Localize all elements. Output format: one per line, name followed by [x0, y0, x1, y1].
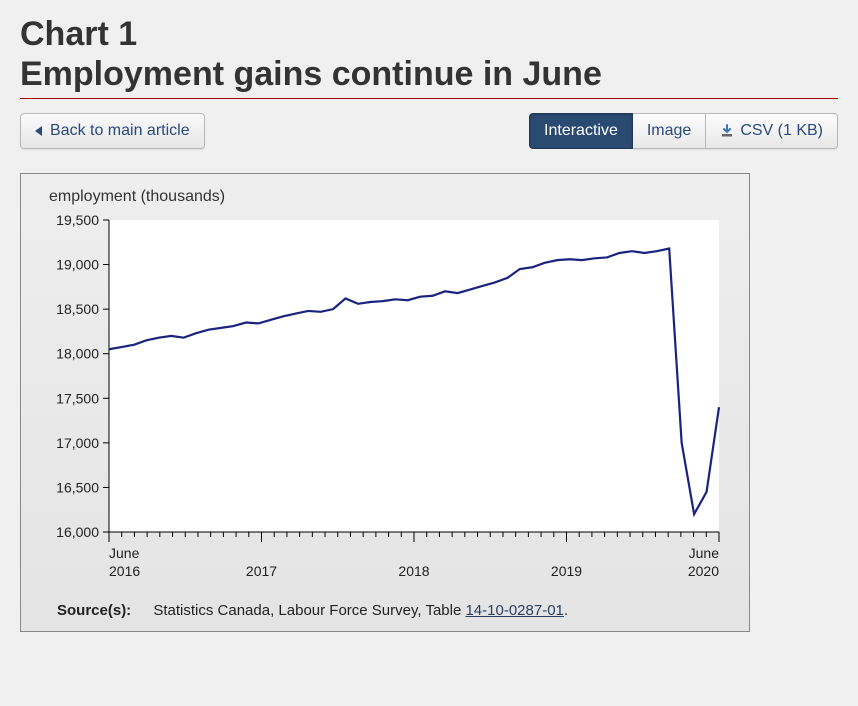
svg-text:2020: 2020 [688, 563, 719, 579]
svg-text:18,000: 18,000 [56, 346, 99, 362]
svg-text:2018: 2018 [398, 563, 429, 579]
svg-text:17,500: 17,500 [56, 391, 99, 407]
page-title-block: Chart 1 Employment gains continue in Jun… [20, 0, 838, 99]
tab-csv[interactable]: CSV (1 KB) [706, 113, 838, 149]
source-label: Source(s): [57, 602, 131, 619]
svg-text:19,000: 19,000 [56, 257, 99, 273]
source-line: Source(s): Statistics Canada, Labour For… [39, 602, 731, 619]
y-axis-title: employment (thousands) [49, 188, 731, 206]
source-link[interactable]: 14-10-0287-01 [465, 602, 563, 619]
download-icon [720, 124, 734, 138]
svg-text:2016: 2016 [109, 563, 140, 579]
view-toggle-group: Interactive Image CSV (1 KB) [529, 113, 838, 149]
svg-text:June: June [689, 545, 720, 561]
title-line2: Employment gains continue in June [20, 55, 602, 93]
svg-text:16,000: 16,000 [56, 524, 99, 540]
svg-text:17,000: 17,000 [56, 435, 99, 451]
chevron-left-icon [35, 126, 42, 136]
svg-text:June: June [109, 545, 140, 561]
employment-line-chart[interactable]: 16,000 16,500 17,000 17,500 18,000 18,500 19,0… [39, 212, 729, 592]
svg-text:18,500: 18,500 [56, 301, 99, 317]
back-button[interactable]: Back to main article [20, 113, 205, 149]
toolbar: Back to main article Interactive Image C… [20, 113, 838, 149]
source-suffix: . [564, 602, 568, 619]
back-button-label: Back to main article [50, 122, 190, 140]
svg-text:19,500: 19,500 [56, 212, 99, 228]
chart-frame: employment (thousands) 16,000 16,500 17,00… [20, 173, 750, 632]
source-prefix: Statistics Canada, Labour Force Survey, … [153, 602, 465, 619]
title-line1: Chart 1 [20, 15, 137, 53]
svg-text:16,500: 16,500 [56, 480, 99, 496]
tab-interactive[interactable]: Interactive [529, 113, 633, 149]
svg-text:2017: 2017 [246, 563, 277, 579]
tab-image[interactable]: Image [633, 113, 706, 149]
svg-text:2019: 2019 [551, 563, 582, 579]
